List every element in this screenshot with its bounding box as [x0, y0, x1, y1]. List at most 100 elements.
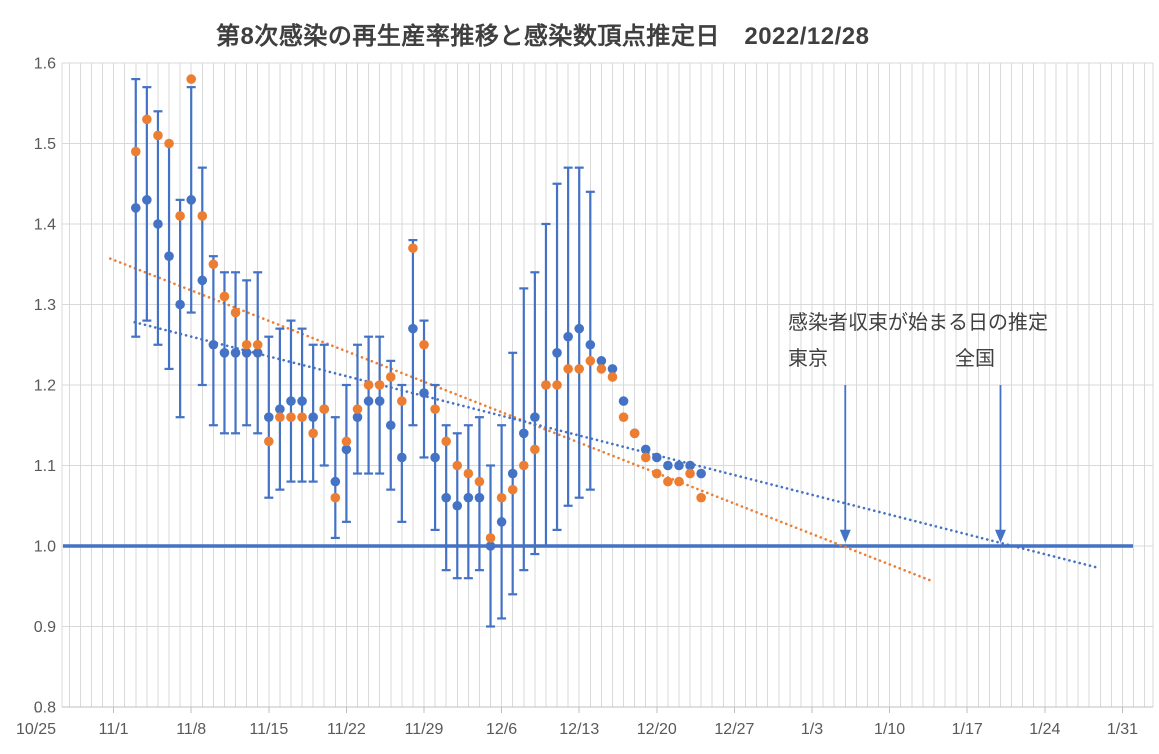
arrow-tokyo — [839, 385, 851, 543]
data-point-national — [652, 452, 662, 463]
data-point-tokyo — [264, 436, 274, 447]
x-tick-label: 1/24 — [1029, 721, 1060, 738]
data-point-national — [618, 396, 629, 406]
x-tick-label: 12/6 — [486, 721, 517, 738]
data-point-tokyo — [685, 468, 695, 479]
y-tick-label: 1.1 — [34, 458, 56, 475]
data-point-national — [607, 364, 618, 374]
data-point-tokyo — [640, 452, 651, 463]
data-point-tokyo — [308, 428, 318, 439]
x-axis — [35, 706, 1153, 713]
data-point-tokyo — [186, 74, 197, 84]
data-point-tokyo — [252, 339, 263, 350]
x-tick-label: 12/20 — [637, 721, 677, 738]
data-point-national — [430, 452, 440, 463]
data-point-tokyo — [596, 364, 607, 374]
data-point-tokyo — [552, 380, 562, 390]
data-point-tokyo — [663, 476, 673, 487]
data-point-national — [663, 460, 673, 471]
data-point-national — [219, 348, 230, 358]
data-point-tokyo — [352, 404, 363, 414]
data-point-tokyo — [452, 460, 463, 471]
data-point-national — [264, 412, 274, 423]
x-tick-label: 1/3 — [801, 721, 823, 738]
data-point-tokyo — [629, 428, 640, 439]
data-point-national — [308, 412, 318, 423]
data-point-national — [518, 428, 529, 439]
data-point-tokyo — [219, 291, 230, 302]
data-point-national — [385, 420, 396, 431]
x-tick-label: 10/25 — [16, 721, 56, 738]
data-point-national — [530, 412, 540, 423]
data-point-national — [186, 195, 197, 205]
data-point-tokyo — [441, 436, 451, 447]
data-point-national — [352, 412, 363, 423]
data-point-national — [640, 444, 651, 455]
data-point-tokyo — [696, 492, 706, 503]
data-point-tokyo — [374, 380, 385, 390]
data-point-national — [230, 348, 241, 358]
data-point-national — [153, 219, 163, 229]
data-point-tokyo — [275, 412, 285, 423]
annotation-national-label: 全国 — [955, 348, 995, 370]
series-national-points — [130, 195, 706, 551]
data-point-national — [585, 339, 596, 350]
y-axis-labels: 0.8 0.9 1.0 1.1 1.2 1.3 1.4 1.5 1.6 — [34, 56, 56, 717]
y-tick-label: 1.4 — [34, 217, 56, 234]
data-point-national — [330, 476, 341, 487]
data-point-national — [485, 541, 496, 551]
data-point-tokyo — [363, 380, 374, 390]
data-point-tokyo — [397, 396, 407, 406]
arrow-national — [994, 385, 1006, 543]
data-point-national — [574, 323, 585, 334]
data-point-national — [419, 388, 429, 398]
data-point-national — [286, 396, 296, 406]
data-point-national — [208, 339, 219, 350]
data-point-tokyo — [130, 146, 141, 157]
x-tick-label: 1/10 — [874, 721, 905, 738]
data-point-tokyo — [518, 460, 529, 471]
data-point-tokyo — [208, 259, 219, 270]
data-point-national — [397, 452, 407, 463]
annotation-heading: 感染者収束が始まる日の推定 — [788, 312, 1048, 334]
data-point-tokyo — [419, 339, 429, 350]
data-point-national — [552, 348, 562, 358]
data-point-national — [408, 323, 418, 334]
y-tick-label: 0.8 — [34, 700, 56, 717]
data-point-tokyo — [408, 243, 418, 253]
y-tick-label: 1.2 — [34, 378, 56, 395]
data-point-tokyo — [463, 468, 474, 479]
x-tick-label: 11/22 — [327, 721, 366, 738]
data-point-national — [685, 460, 695, 471]
y-tick-label: 1.0 — [34, 539, 56, 556]
data-point-national — [463, 492, 474, 503]
data-point-national — [696, 468, 706, 479]
data-point-tokyo — [330, 492, 341, 503]
x-tick-label: 11/1 — [99, 721, 129, 738]
data-point-national — [507, 468, 518, 479]
data-point-tokyo — [142, 114, 152, 125]
data-point-tokyo — [241, 339, 252, 350]
data-point-national — [363, 396, 374, 406]
x-tick-label: 12/27 — [714, 721, 754, 738]
data-point-national — [297, 396, 307, 406]
data-point-tokyo — [197, 211, 208, 221]
x-tick-label: 11/29 — [405, 721, 444, 738]
data-point-tokyo — [430, 404, 440, 414]
series-tokyo-points — [130, 74, 706, 543]
x-axis-labels: 10/25 11/1 11/8 11/15 11/22 11/29 12/6 12/13 12/… — [16, 721, 1138, 738]
data-point-national — [674, 460, 684, 471]
data-point-national — [252, 348, 263, 358]
data-point-tokyo — [530, 444, 540, 455]
data-point-tokyo — [618, 412, 629, 423]
data-point-national — [275, 404, 285, 414]
annotation-tokyo-label: 東京 — [788, 348, 828, 370]
data-point-tokyo — [563, 364, 573, 374]
data-point-national — [164, 251, 174, 261]
y-tick-label: 1.6 — [34, 56, 56, 73]
data-point-tokyo — [507, 484, 518, 495]
data-point-national — [596, 356, 607, 366]
data-point-tokyo — [652, 468, 662, 479]
x-tick-label: 1/31 — [1107, 721, 1138, 738]
x-tick-label: 12/13 — [559, 721, 599, 738]
